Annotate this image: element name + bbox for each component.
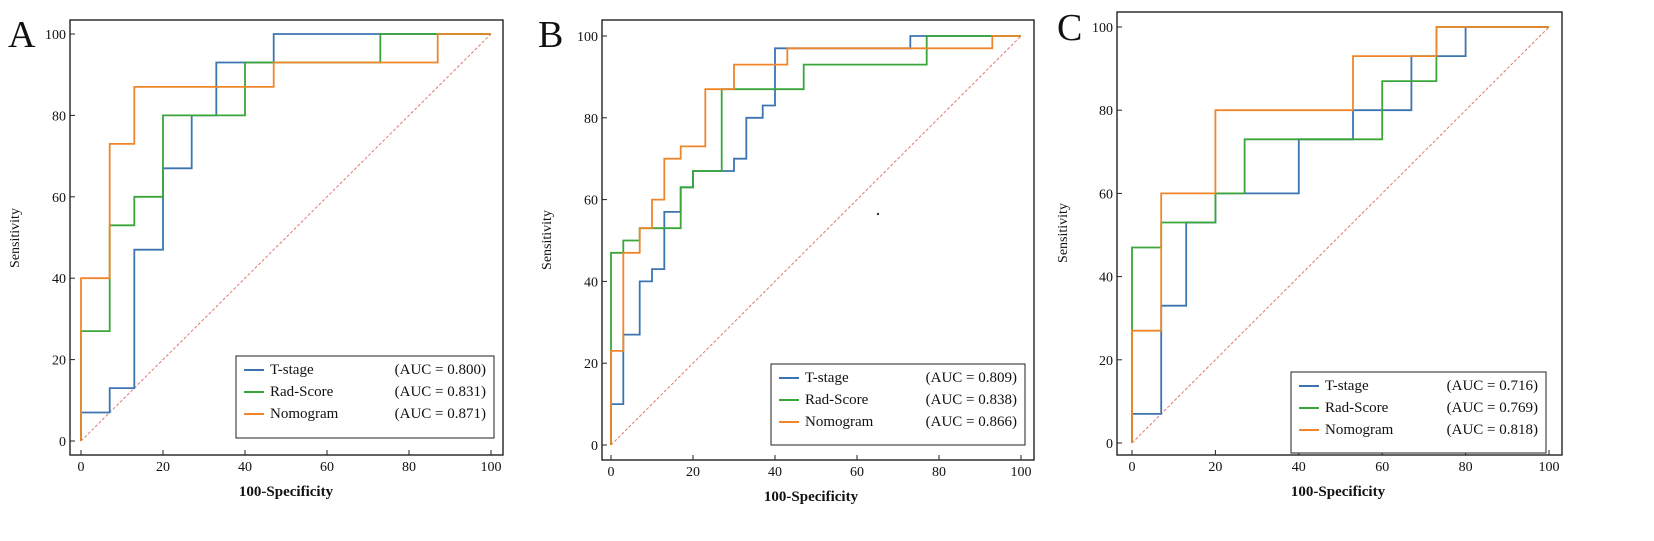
x-tick-label: 20 [686, 465, 700, 480]
legend: T-stage (AUC = 0.809) Rad-Score (AUC = 0.83… [770, 363, 1026, 446]
x-tick-label: 80 [932, 465, 946, 480]
x-tick-label: 40 [238, 460, 252, 475]
x-tick-label: 0 [78, 460, 85, 475]
x-axis-title: 100-Specificity [764, 489, 859, 505]
roc-panel-b: B 0 20 40 60 80 100 0 20 40 60 80 100 100-Specificity… [538, 14, 1035, 505]
legend-label-nomogram: Nomogram [270, 406, 339, 422]
roc-curve-nomogram [80, 33, 491, 441]
y-tick-label: 80 [584, 112, 598, 127]
x-tick-label: 100 [1539, 460, 1560, 475]
x-tick-label: 20 [1208, 460, 1222, 475]
legend-auc-nomogram: (AUC = 0.818) [1447, 422, 1538, 438]
y-tick-label: 0 [591, 439, 598, 454]
x-tick-label: 60 [1375, 460, 1389, 475]
roc-panel-a: A 0 20 40 60 80 100 0 20 40 60 80 100 100-Specificity… [8, 14, 504, 500]
x-tick-label: 0 [608, 465, 615, 480]
plot-frame [1116, 11, 1563, 456]
legend-auc-nomogram: (AUC = 0.866) [926, 414, 1017, 430]
legend-box [770, 363, 1026, 446]
y-tick-label: 80 [52, 109, 66, 124]
legend-label-t-stage: T-stage [270, 362, 314, 378]
y-tick-label: 40 [584, 275, 598, 290]
x-tick-label: 80 [1459, 460, 1473, 475]
legend-box [1290, 371, 1547, 454]
x-axis-title: 100-Specificity [1291, 484, 1386, 500]
legend-label-rad-score: Rad-Score [1325, 400, 1389, 416]
y-tick-label: 60 [1099, 187, 1113, 202]
y-axis-title: Sensitivity [540, 210, 555, 270]
plot-frame [69, 19, 504, 456]
x-axis-title: 100-Specificity [239, 484, 334, 500]
roc-curve-rad-score [610, 35, 1021, 445]
legend-box [235, 355, 495, 439]
legend-label-rad-score: Rad-Score [270, 384, 334, 400]
legend-auc-t-stage: (AUC = 0.716) [1447, 378, 1538, 394]
legend: T-stage (AUC = 0.800) Rad-Score (AUC = 0.83… [235, 355, 495, 439]
panel-label: A [8, 14, 36, 56]
x-tick-label: 100 [481, 460, 502, 475]
y-tick-label: 60 [52, 191, 66, 206]
y-tick-label: 0 [1106, 437, 1113, 452]
reference-diagonal [610, 35, 1022, 446]
x-tick-label: 40 [768, 465, 782, 480]
legend-auc-rad-score: (AUC = 0.838) [926, 392, 1017, 408]
reference-diagonal [1131, 26, 1550, 444]
legend-auc-nomogram: (AUC = 0.871) [395, 406, 486, 422]
x-tick-label: 0 [1129, 460, 1136, 475]
y-tick-label: 60 [584, 194, 598, 209]
y-tick-label: 80 [1099, 104, 1113, 119]
x-tick-label: 20 [156, 460, 170, 475]
x-tick-label: 80 [402, 460, 416, 475]
y-tick-label: 20 [584, 357, 598, 372]
legend-label-t-stage: T-stage [1325, 378, 1369, 394]
reference-diagonal [80, 33, 492, 442]
legend-auc-t-stage: (AUC = 0.800) [395, 362, 486, 378]
legend-label-nomogram: Nomogram [1325, 422, 1394, 438]
x-tick-label: 40 [1292, 460, 1306, 475]
roc-curve-nomogram [610, 35, 1021, 445]
panel-label: C [1057, 7, 1082, 49]
plot-frame [601, 19, 1035, 461]
x-tick-label: 100 [1011, 465, 1032, 480]
y-tick-label: 40 [1099, 271, 1113, 286]
y-axis-title: Sensitivity [8, 208, 23, 268]
legend-auc-t-stage: (AUC = 0.809) [926, 370, 1017, 386]
y-tick-label: 100 [1092, 21, 1113, 36]
panel-label: B [538, 14, 563, 56]
legend-auc-rad-score: (AUC = 0.769) [1447, 400, 1538, 416]
x-tick-label: 60 [320, 460, 334, 475]
x-tick-label: 60 [850, 465, 864, 480]
legend-label-nomogram: Nomogram [805, 414, 874, 430]
roc-panel-c: C 0 20 40 60 80 100 0 20 40 60 80 100 100-Specificity… [1056, 7, 1563, 500]
y-tick-label: 100 [45, 28, 66, 43]
legend-auc-rad-score: (AUC = 0.831) [395, 384, 486, 400]
legend-label-rad-score: Rad-Score [805, 392, 869, 408]
y-tick-label: 100 [577, 30, 598, 45]
roc-curve-t-stage [80, 33, 491, 441]
legend: T-stage (AUC = 0.716) Rad-Score (AUC = 0.76… [1290, 371, 1547, 454]
stray-dot [876, 212, 880, 216]
y-tick-label: 40 [52, 272, 66, 287]
y-axis-title: Sensitivity [1056, 203, 1071, 263]
roc-curve-nomogram [1131, 26, 1549, 443]
y-tick-label: 20 [1099, 354, 1113, 369]
y-tick-label: 0 [59, 435, 66, 450]
y-tick-label: 20 [52, 354, 66, 369]
legend-label-t-stage: T-stage [805, 370, 849, 386]
